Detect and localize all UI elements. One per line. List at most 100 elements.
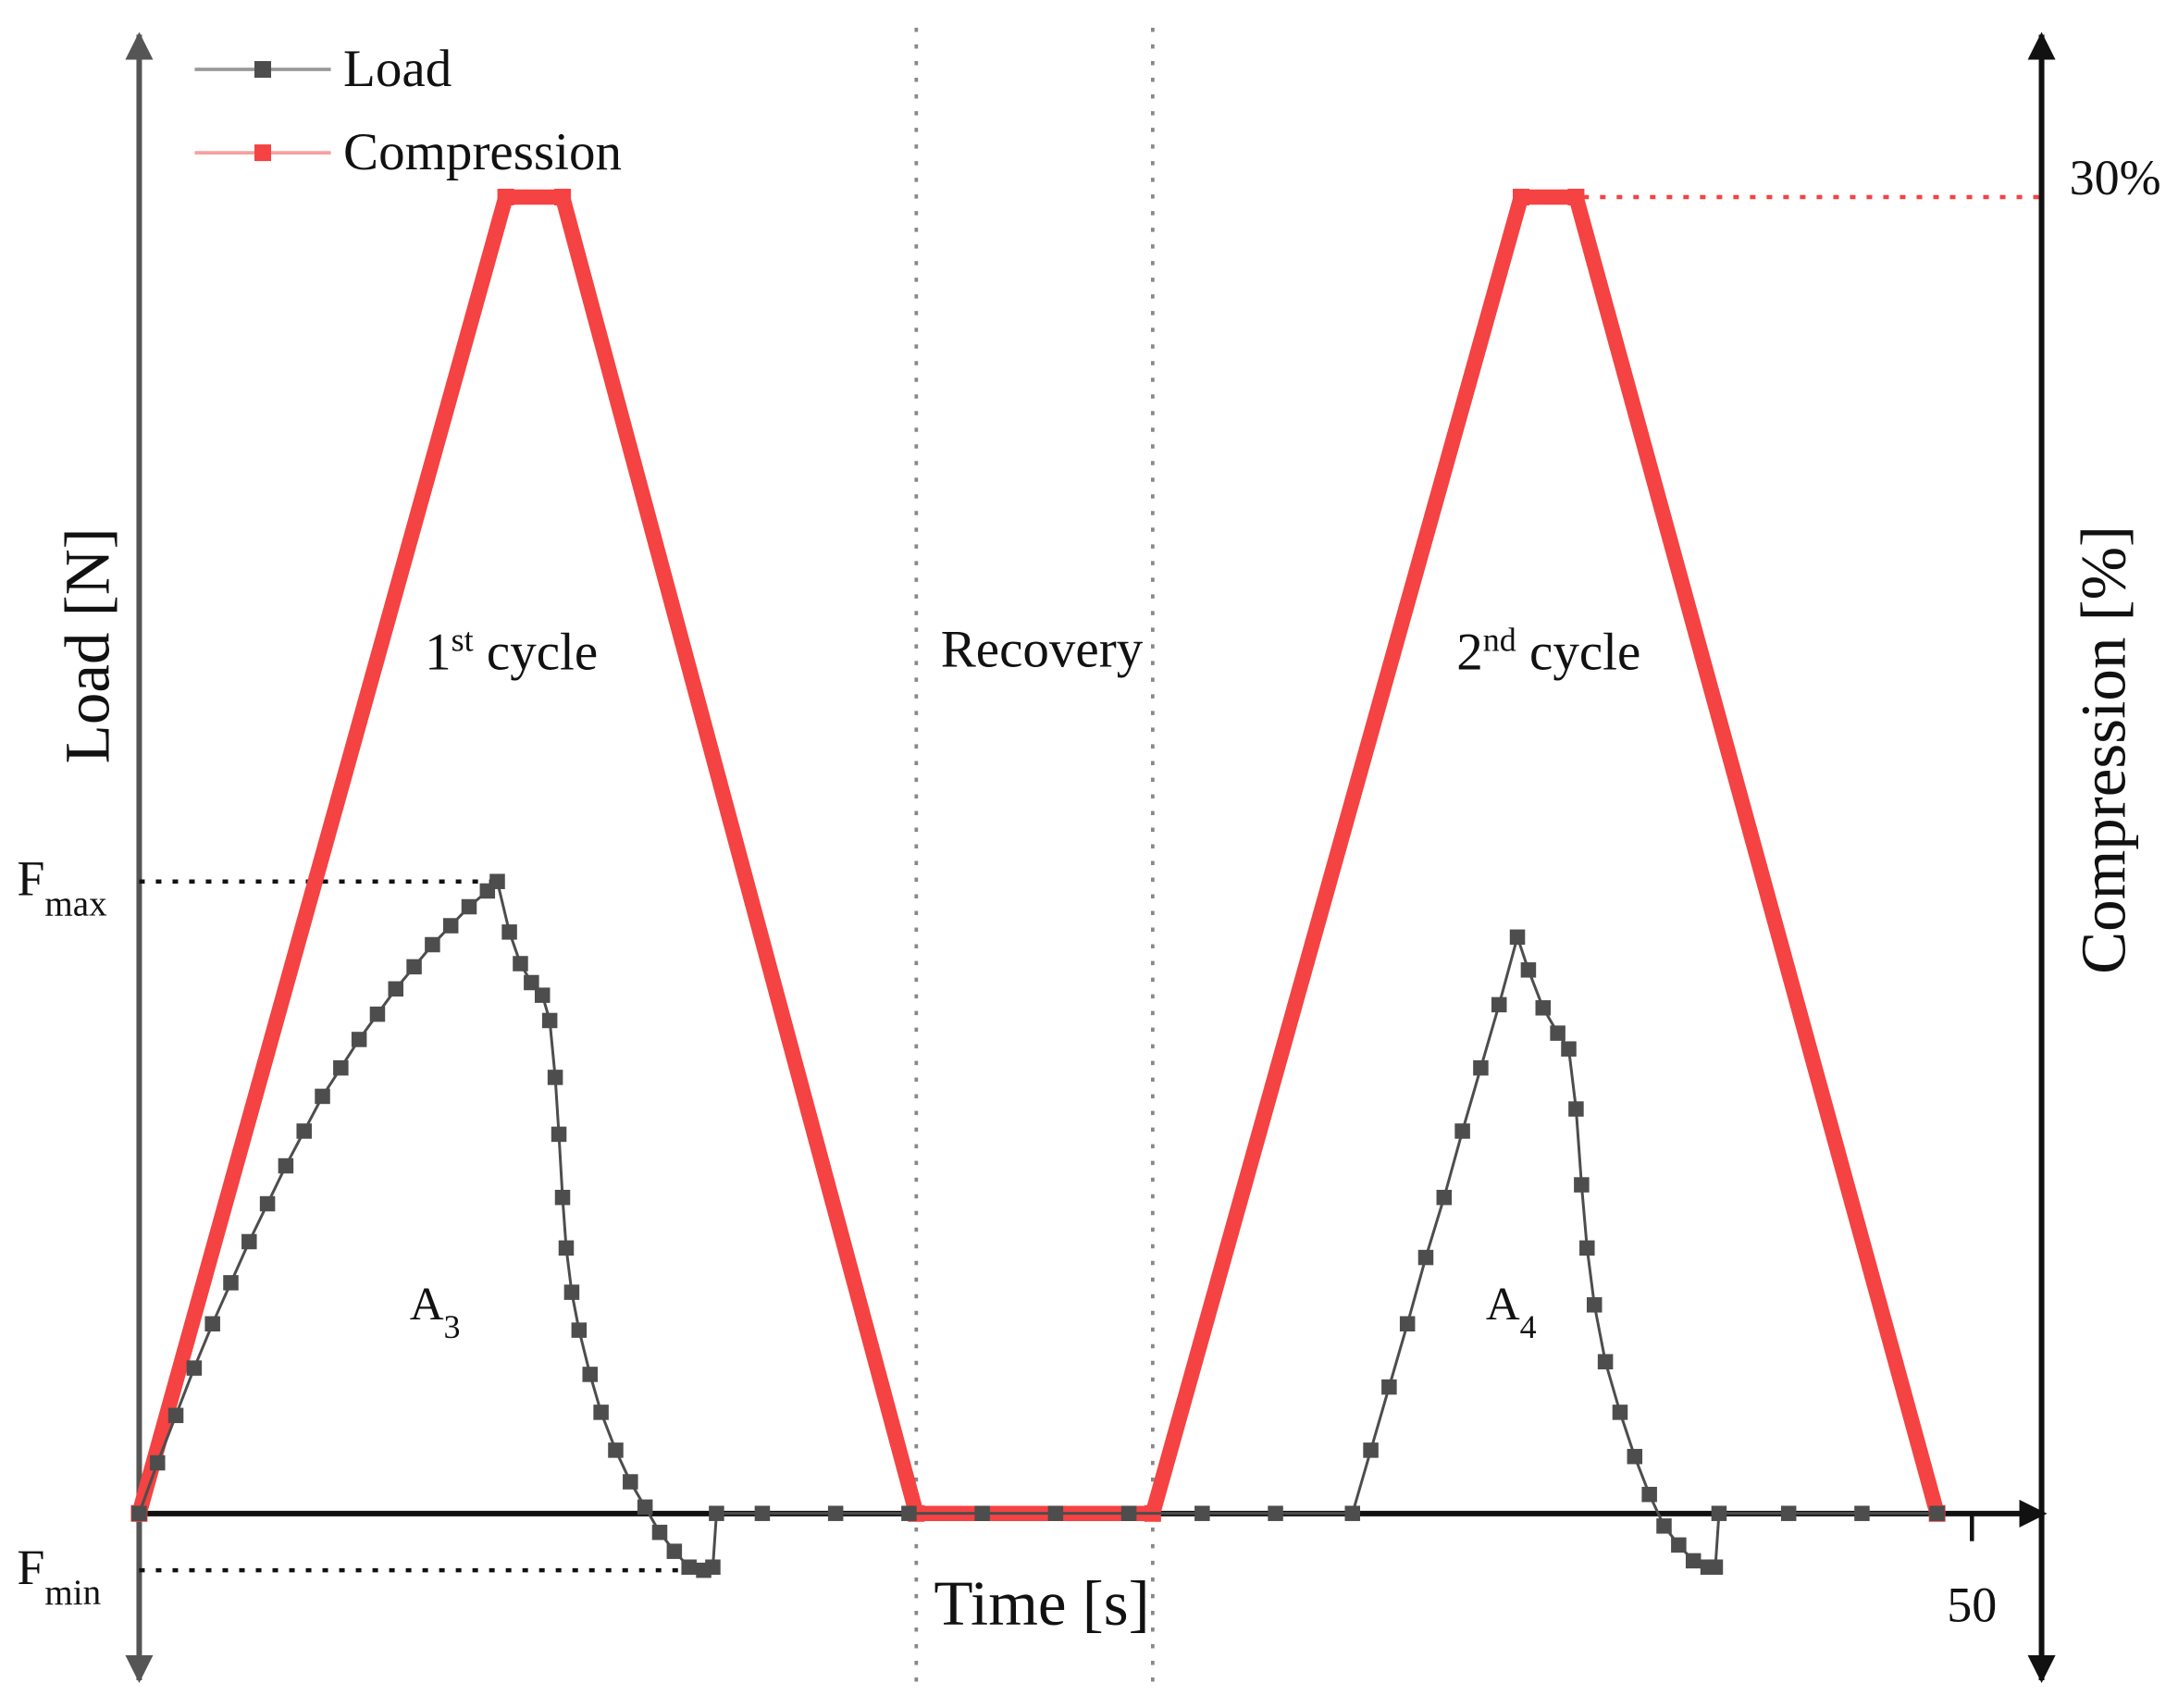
annotation-rest: cycle [1516, 623, 1641, 681]
data-point [651, 1524, 668, 1541]
data-point [1454, 1123, 1470, 1139]
y-tick-label-sub: max [44, 884, 107, 923]
data-point [351, 1032, 367, 1047]
data-point [489, 873, 505, 889]
data-point [461, 898, 477, 915]
data-point [149, 1454, 166, 1471]
data-point [1194, 1505, 1210, 1521]
annotation: A4 [1486, 1279, 1537, 1345]
data-point [593, 1405, 609, 1420]
annotation: A3 [410, 1279, 461, 1345]
data-point [1685, 1553, 1702, 1569]
data-point [1268, 1505, 1283, 1521]
annotation-text: A [410, 1279, 444, 1331]
y2-tick-label: 30% [2070, 150, 2161, 205]
annotation-sub: 4 [1520, 1308, 1537, 1345]
annotation-text: A [1486, 1279, 1520, 1331]
data-point [1641, 1486, 1657, 1503]
data-point [1567, 188, 1585, 206]
data-point [1344, 1505, 1361, 1521]
y2-axis-label: Compression [%] [2068, 526, 2139, 974]
data-point [1612, 1405, 1628, 1420]
data-point [1780, 1505, 1797, 1521]
data-point [315, 1088, 330, 1105]
data-point [1597, 1354, 1614, 1370]
data-point [1568, 1101, 1584, 1117]
data-point [1520, 962, 1537, 978]
data-point [204, 1316, 220, 1332]
data-point [1509, 929, 1526, 946]
annotation-rest: cycle [474, 623, 599, 681]
data-point [754, 1505, 771, 1521]
data-point [497, 188, 514, 206]
annotation-sup: nd [1483, 621, 1516, 658]
data-point [425, 936, 440, 953]
data-point [1929, 1505, 1945, 1521]
data-point [1579, 1240, 1595, 1256]
data-point [554, 1189, 571, 1206]
data-point [571, 1322, 588, 1338]
data-point [1512, 188, 1530, 206]
data-point [1120, 1505, 1137, 1521]
data-point [1473, 1059, 1489, 1076]
data-point [547, 1070, 563, 1085]
data-point [1671, 1537, 1687, 1553]
data-point [1047, 1505, 1064, 1521]
data-point [259, 1195, 276, 1212]
data-point [901, 1505, 917, 1521]
data-point [974, 1505, 990, 1521]
data-point [541, 1012, 558, 1029]
annotation-text: Recovery [941, 620, 1144, 678]
annotation-text: 2 [1456, 623, 1483, 681]
data-point [1711, 1505, 1727, 1521]
data-point [623, 1474, 638, 1490]
data-point [1854, 1505, 1870, 1521]
data-point [296, 1123, 312, 1139]
legend-marker [254, 61, 272, 79]
data-point [278, 1157, 294, 1174]
data-point [1561, 1041, 1577, 1057]
data-point [1707, 1559, 1724, 1575]
legend-label: Compression [343, 123, 622, 181]
data-point [501, 924, 517, 940]
y-tick-label-main: F [17, 851, 44, 907]
data-point [1627, 1448, 1643, 1465]
data-point [524, 974, 539, 991]
data-point [131, 1505, 147, 1521]
annotation-sub: 3 [444, 1308, 461, 1345]
data-point [406, 959, 422, 975]
series-line [138, 878, 1937, 1572]
data-point [1535, 1000, 1552, 1016]
data-point [1436, 1189, 1453, 1206]
data-point [388, 981, 404, 997]
data-point [369, 1006, 386, 1022]
data-point [608, 1442, 624, 1458]
annotation: Recovery [941, 620, 1144, 678]
data-point [186, 1360, 203, 1376]
data-point [1586, 1297, 1603, 1313]
data-point [1491, 996, 1507, 1013]
y-tick-label-sub: min [44, 1573, 101, 1613]
data-point [1417, 1249, 1434, 1266]
data-point [1399, 1316, 1416, 1332]
data-point [558, 1240, 575, 1256]
annotation-text: 1 [425, 623, 452, 681]
x-axis-label: Time [s] [934, 1567, 1149, 1639]
y-axis-label: Load [N] [51, 527, 122, 763]
data-point [167, 1407, 184, 1424]
data-point [681, 1559, 697, 1575]
data-point [705, 1559, 721, 1575]
data-point [513, 956, 528, 972]
data-point [551, 1126, 567, 1143]
y-tick-label: Fmax [17, 851, 107, 924]
data-point [534, 987, 551, 1003]
data-point [1656, 1518, 1672, 1534]
data-point [1381, 1379, 1397, 1395]
data-point [241, 1233, 257, 1250]
data-point [554, 188, 572, 206]
annotation: 1st cycle [425, 621, 598, 681]
legend-label: Load [343, 40, 452, 98]
data-point [827, 1505, 844, 1521]
